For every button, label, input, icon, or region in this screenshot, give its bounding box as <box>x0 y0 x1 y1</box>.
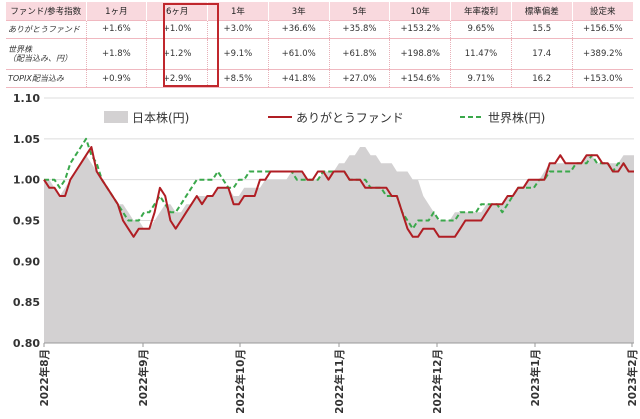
y-tick-label: 1.10 <box>13 92 40 105</box>
legend-label-fund: ありがとうファンド <box>296 110 404 125</box>
y-tick-label: 0.80 <box>13 337 40 350</box>
table-cell: +153.2% <box>389 20 452 39</box>
x-tick-label: 2022年10月 <box>234 349 247 414</box>
table-cell: +41.8% <box>268 69 330 88</box>
series-line-fund <box>43 146 634 238</box>
x-tick-label: 2022年9月 <box>137 349 150 407</box>
x-tick-label: 2022年11月 <box>333 349 346 414</box>
table-header-cell: 標準偏差 <box>511 2 573 21</box>
performance-table: ファンド/参考指数 1ヶ月 6ヶ月 1年 3年 5年 10年 年率複利 標準偏差 設定来 ありがとう… <box>6 2 633 88</box>
table-row: 世界株 （配当込み、円） +1.8% +1.2% +9.1% +61.0% +61.8% +1… <box>6 37 633 71</box>
table-cell: +1.8% <box>86 37 148 71</box>
table-cell: +36.6% <box>268 20 330 39</box>
table-cell: +1.0% <box>146 20 209 39</box>
table-header-cell: 6ヶ月 <box>146 2 209 21</box>
table-cell: 9.71% <box>450 69 512 88</box>
table-cell: +156.5% <box>572 20 633 39</box>
table-cell: +153.0% <box>572 69 633 88</box>
table-cell: +2.9% <box>146 69 209 88</box>
table-cell: +61.8% <box>329 37 391 71</box>
row-label: ありがとうファンド <box>6 20 87 39</box>
table-cell: +0.9% <box>86 69 148 88</box>
table-cell: 16.2 <box>511 69 573 88</box>
x-tick-label: 2023年2月 <box>626 349 639 407</box>
table-header-cell: ファンド/参考指数 <box>6 2 87 21</box>
table-cell: +1.6% <box>86 20 148 39</box>
legend-label-world: 世界株(円) <box>488 110 545 125</box>
row-label-line: TOPIX配当込み <box>8 74 64 83</box>
table-cell: +3.0% <box>207 20 269 39</box>
row-label-line: （配当込み、円） <box>8 53 72 63</box>
table-cell: 9.65% <box>450 20 512 39</box>
table-cell: 11.47% <box>450 37 512 71</box>
table-cell: +27.0% <box>329 69 391 88</box>
table-cell: 17.4 <box>511 37 573 71</box>
y-tick-label: 0.95 <box>13 215 40 228</box>
table-cell: +389.2% <box>572 37 633 71</box>
legend-swatch-nikkei <box>104 111 128 123</box>
performance-chart: 0.80 0.85 0.90 0.95 1.00 1.05 1.10 2022年8月 2022年… <box>13 92 639 414</box>
table-cell: +1.2% <box>146 37 209 71</box>
table-header-cell: 1年 <box>207 2 269 21</box>
table-row: TOPIX配当込み +0.9% +2.9% +8.5% +41.8% +27.0% +154… <box>6 69 633 88</box>
table-cell: +35.8% <box>329 20 391 39</box>
row-label-line: ありがとうファンド <box>8 24 80 34</box>
table-cell: +8.5% <box>207 69 269 88</box>
x-tick-label: 2023年1月 <box>529 349 542 407</box>
table-header-cell: 設定来 <box>572 2 633 21</box>
y-tick-label: 0.85 <box>13 296 40 309</box>
table-cell: +61.0% <box>268 37 330 71</box>
row-label: TOPIX配当込み <box>6 69 87 88</box>
table-cell: +9.1% <box>207 37 269 71</box>
y-tick-label: 0.90 <box>13 255 40 268</box>
table-header-cell: 10年 <box>389 2 452 21</box>
y-tick-label: 1.00 <box>13 174 40 187</box>
table-header-cell: 3年 <box>268 2 330 21</box>
legend-label-nikkei: 日本株(円) <box>132 110 189 125</box>
row-label-line: 世界株 <box>8 44 32 54</box>
table-header-cell: 年率複利 <box>450 2 512 21</box>
table-cell: +154.6% <box>389 69 452 88</box>
table-cell: +198.8% <box>389 37 452 71</box>
y-tick-label: 1.05 <box>13 133 40 146</box>
table-header-cell: 5年 <box>329 2 391 21</box>
x-tick-label: 2022年8月 <box>38 349 51 407</box>
table-cell: 15.5 <box>511 20 573 39</box>
table-header-cell: 1ヶ月 <box>86 2 148 21</box>
series-area-nikkei <box>44 147 634 343</box>
row-label: 世界株 （配当込み、円） <box>6 37 87 71</box>
x-tick-label: 2022年12月 <box>431 349 444 414</box>
table-row: ありがとうファンド +1.6% +1.0% +3.0% +36.6% +35.8% +153… <box>6 20 633 39</box>
